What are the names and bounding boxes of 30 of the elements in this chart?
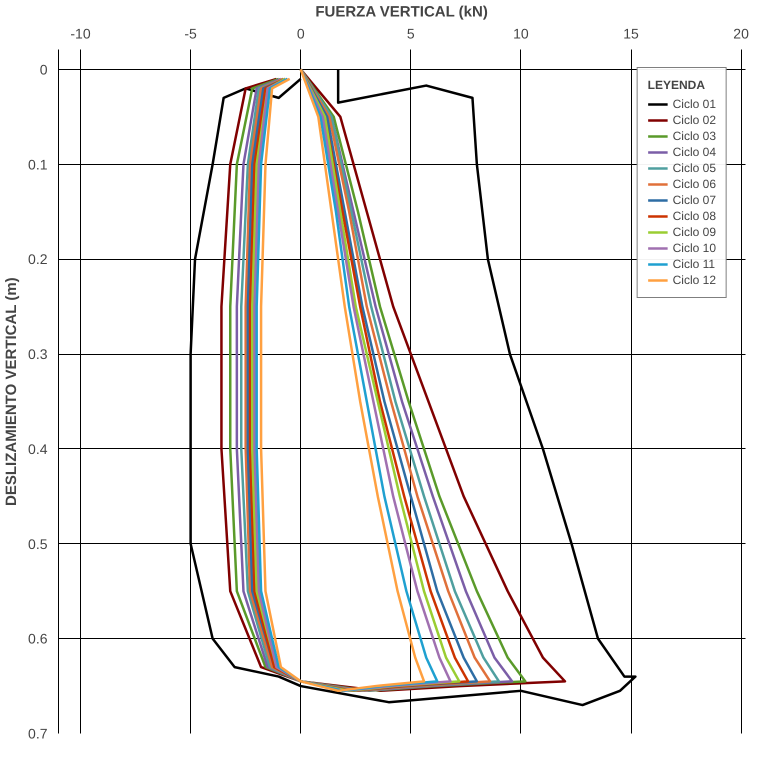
legend-label: Ciclo 06 — [672, 177, 716, 191]
y-tick-label: 0.5 — [28, 536, 48, 552]
legend-label: Ciclo 12 — [672, 273, 716, 287]
legend-title: LEYENDA — [648, 78, 706, 92]
x-tick-label: 20 — [733, 26, 750, 42]
legend-label: Ciclo 03 — [672, 129, 716, 143]
y-tick-label: 0.4 — [28, 440, 48, 457]
x-tick-label: -5 — [184, 26, 198, 42]
legend-label: Ciclo 04 — [672, 145, 716, 159]
x-tick-label: 10 — [513, 26, 529, 42]
y-tick-label: 0.1 — [28, 156, 48, 172]
x-axis-title: FUERZA VERTICAL (kN) — [315, 4, 488, 20]
legend-label: Ciclo 10 — [672, 241, 716, 255]
y-tick-label: 0.7 — [28, 726, 48, 742]
y-tick-label: 0.6 — [28, 630, 48, 647]
legend-label: Ciclo 11 — [672, 257, 716, 271]
y-axis-title: DESLIZAMIENTO VERTICAL (m) — [3, 277, 20, 506]
x-tick-label: 15 — [623, 26, 639, 42]
x-tick-label: 0 — [296, 26, 305, 42]
legend-label: Ciclo 08 — [672, 209, 716, 223]
y-tick-label: 0.2 — [28, 251, 48, 268]
y-tick-label: 0.3 — [28, 346, 48, 362]
legend-label: Ciclo 07 — [672, 193, 716, 207]
legend-label: Ciclo 09 — [672, 225, 716, 239]
legend-label: Ciclo 02 — [672, 113, 716, 127]
y-tick-label: 0 — [40, 61, 48, 78]
legend-label: Ciclo 05 — [672, 161, 716, 175]
x-tick-label: -10 — [70, 26, 91, 42]
x-tick-label: 5 — [406, 26, 415, 42]
legend-label: Ciclo 01 — [672, 97, 716, 111]
